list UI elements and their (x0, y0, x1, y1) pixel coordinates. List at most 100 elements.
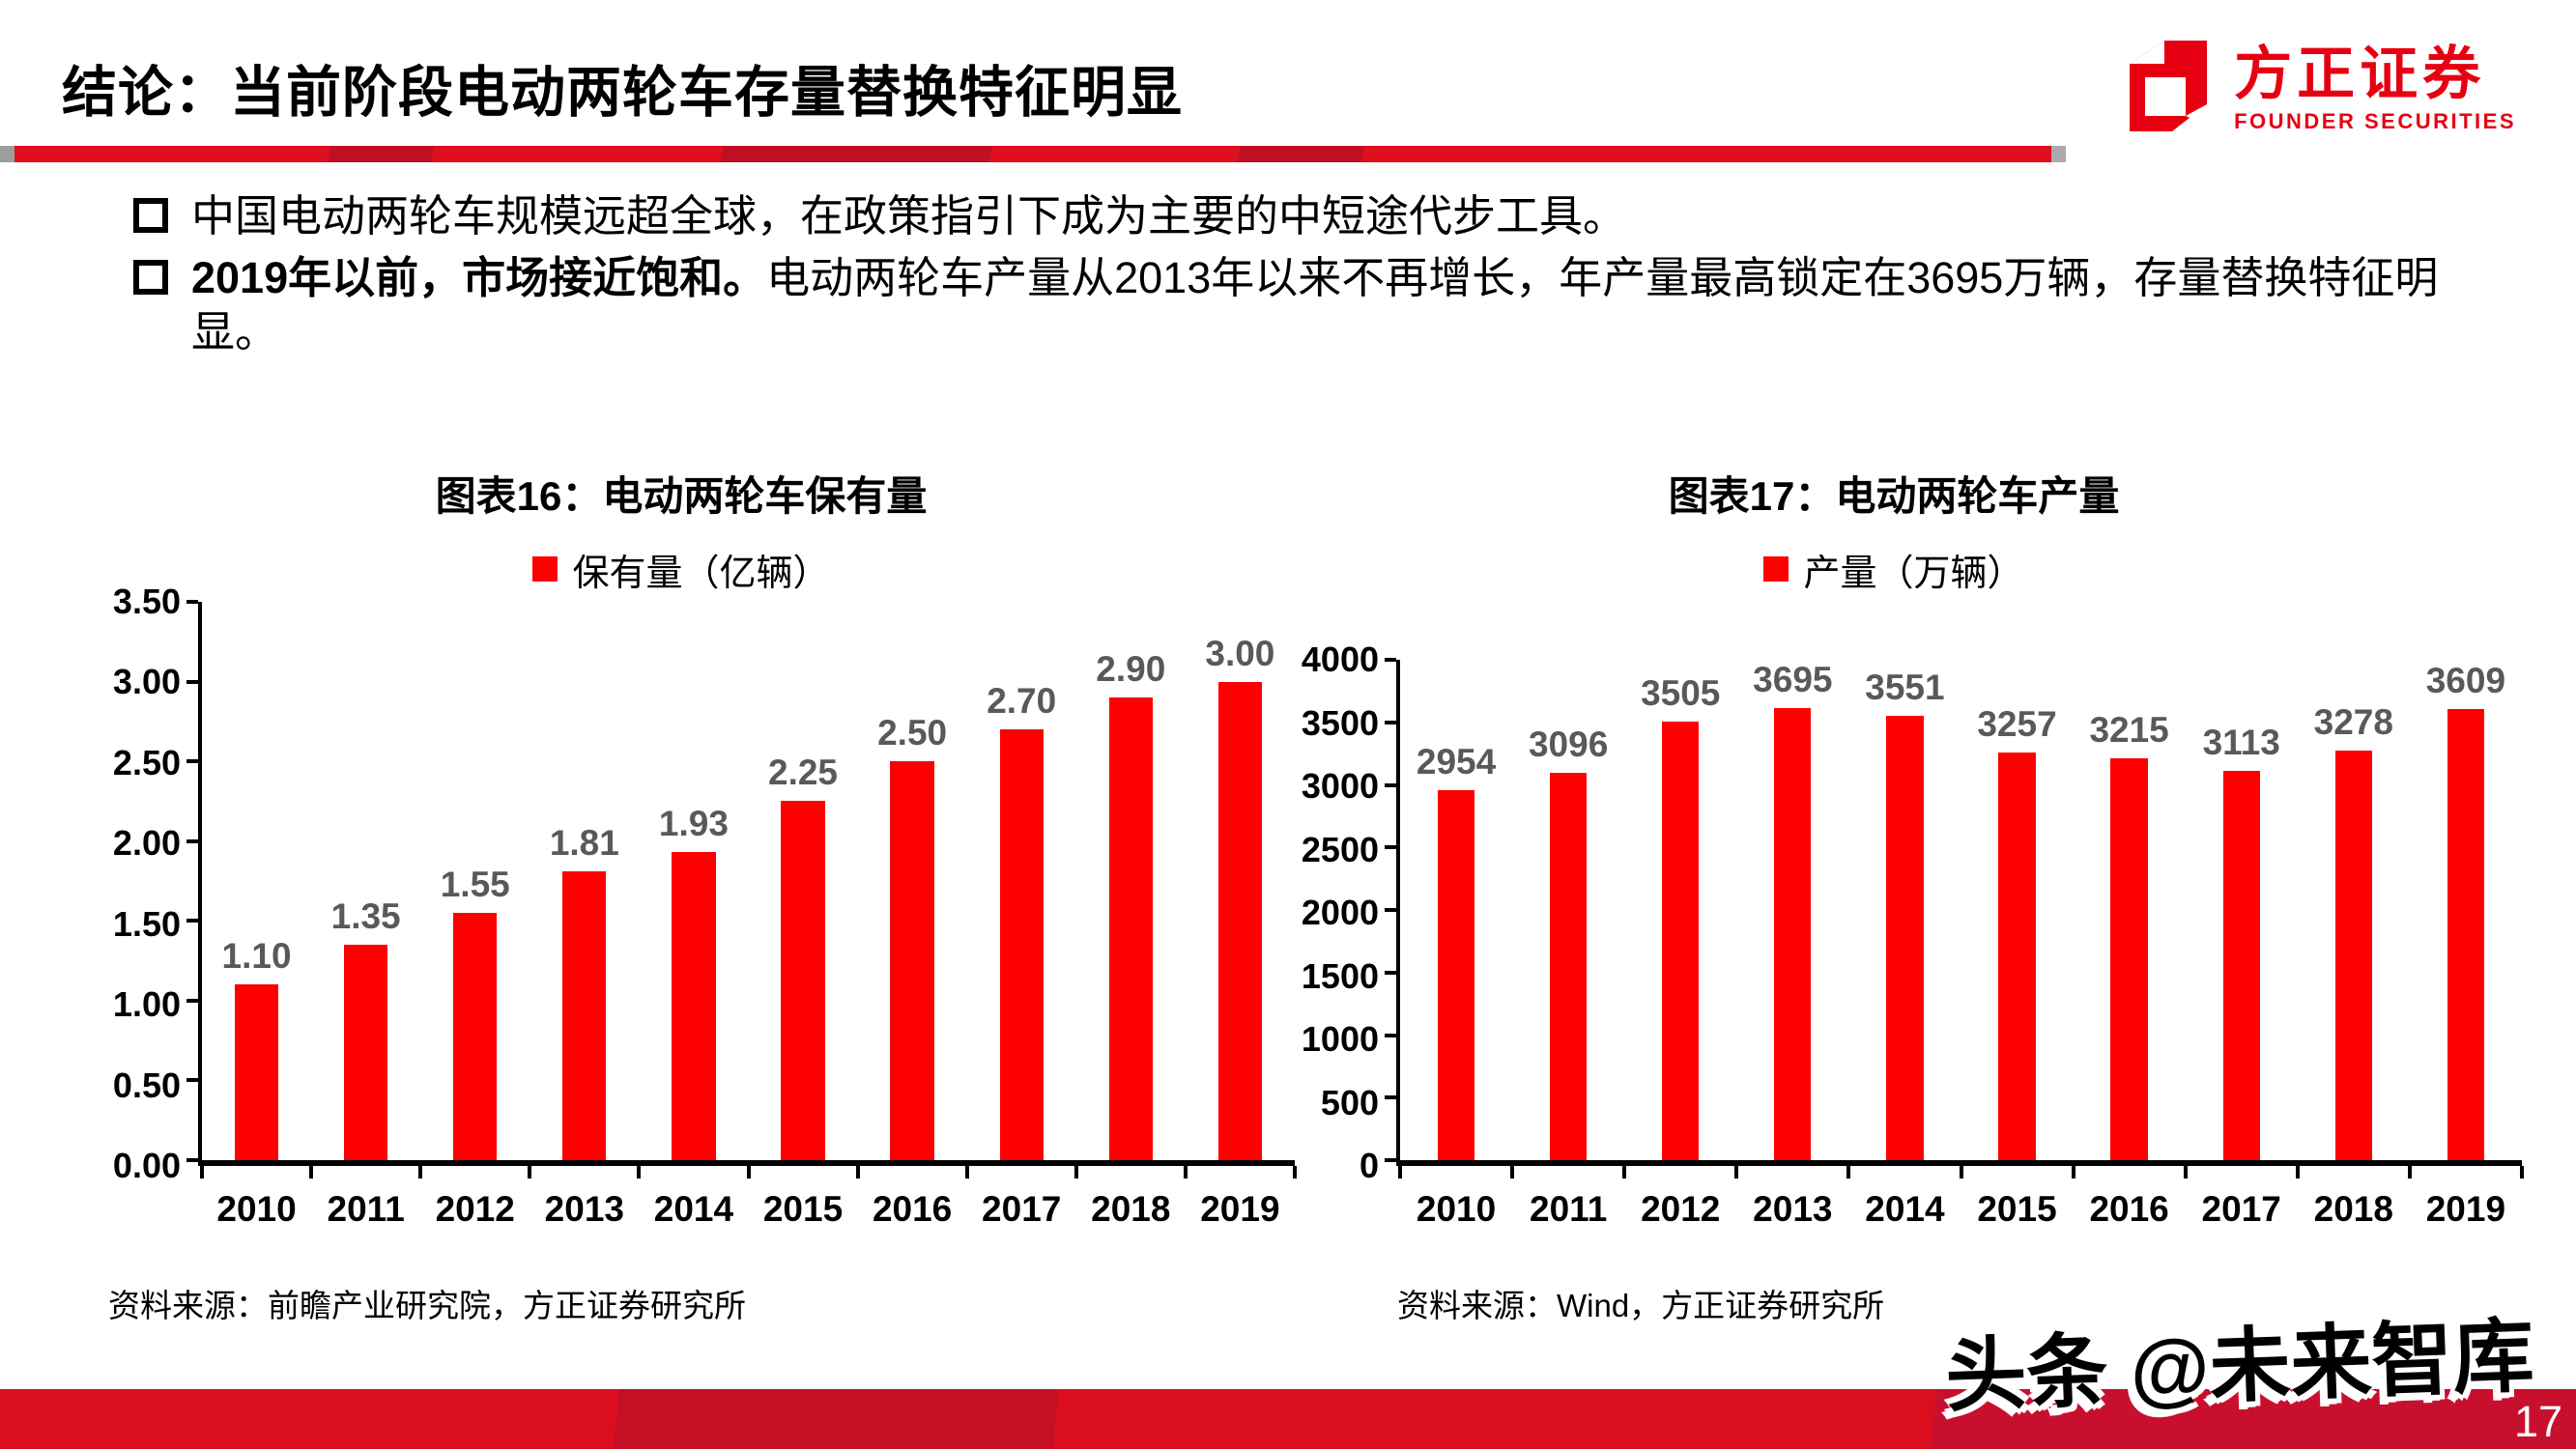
bar-value-label: 2.90 (1096, 649, 1166, 690)
page-title: 结论：当前阶段电动两轮车存量替换特征明显 (62, 62, 1183, 124)
y-tick-label: 3.50 (112, 582, 181, 621)
y-tick-mark (1385, 970, 1396, 975)
x-tick-mark (1734, 1166, 1739, 1179)
y-tick-mark (186, 679, 198, 684)
plot-wrap: 0.00 0.50 1.00 1.50 2.00 2.50 3.00 3.50 1.10 1.3… (68, 582, 1297, 1185)
bullet-text: 中国电动两轮车规模远超全球，在政策指引下成为主要的中短途代步工具。 (191, 189, 1626, 243)
footer-bar (0, 1389, 2576, 1449)
y-tick-mark (186, 998, 198, 1003)
x-tick-label: 2014 (653, 1189, 734, 1229)
bar-slot: 1.35 (311, 602, 420, 1160)
x-tick-label: 2019 (1200, 1189, 1280, 1229)
bar (2447, 708, 2485, 1160)
logo-en-label: FOUNDER SECURITIES (2234, 108, 2516, 133)
y-tick-mark (186, 759, 198, 764)
y-tick-label: 1.50 (112, 903, 181, 944)
x-tick-mark (2407, 1166, 2412, 1179)
x-tick-label: 2010 (1416, 1189, 1497, 1229)
x-tick-label: 2012 (435, 1189, 515, 1229)
bullet-bold: 2019年以前，市场接近饱和。 (191, 252, 767, 302)
bar-slot: 3609 (2410, 660, 2522, 1160)
y-axis: 0.00 0.50 1.00 1.50 2.00 2.50 3.00 3.50 (68, 582, 198, 1185)
legend-swatch (1763, 556, 1789, 582)
bar (1774, 708, 1812, 1160)
chart-ownership: 图表16：电动两轮车保有量 保有量（亿辆） 0.00 0.50 1.00 1.50 2.… (68, 464, 1297, 1326)
x-tick-mark (1510, 1166, 1515, 1179)
bar-slot: 2954 (1400, 660, 1512, 1160)
y-axis: 0 500 1000 1500 2000 2500 3000 3500 4000 (1266, 639, 1396, 1185)
x-tick-label: 2013 (544, 1189, 624, 1229)
list-item: 2019年以前，市场接近饱和。电动两轮车产量从2013年以来不再增长，年产量最高… (133, 251, 2501, 359)
y-tick-mark (186, 1158, 198, 1162)
bullet-plain: 电动两轮车产量从2013年以来不再增长，年产量最高锁定在3695万辆，存量替换特… (191, 252, 2439, 356)
y-tick-mark (1385, 1095, 1396, 1100)
y-tick-mark (1385, 782, 1396, 787)
x-tick-mark (637, 1166, 642, 1179)
plot: 2954 3096 3505 3695 3551 3257 3215 3113 3278 3609 (1385, 658, 2524, 1179)
chart-legend: 保有量（亿辆） (68, 550, 1295, 594)
x-tick-label: 2015 (1977, 1189, 2057, 1229)
bar-value-label: 2.70 (987, 681, 1057, 722)
x-tick-mark (746, 1166, 751, 1179)
page-number: 17 (2513, 1397, 2562, 1446)
bar (999, 729, 1044, 1160)
y-tick-label: 3000 (1301, 766, 1379, 806)
x-tick-label: 2018 (2313, 1189, 2393, 1229)
chart-production: 图表17：电动两轮车产量 产量（万辆） 0 500 1000 1500 2000 2500… (1266, 464, 2524, 1326)
x-tick-label: 2017 (982, 1189, 1062, 1229)
y-tick-label: 2.50 (112, 742, 181, 782)
y-tick-mark (1385, 1158, 1396, 1162)
bar (344, 945, 388, 1160)
x-tick-label: 2014 (1865, 1189, 1945, 1229)
bullet-text: 2019年以前，市场接近饱和。电动两轮车产量从2013年以来不再增长，年产量最高… (191, 251, 2501, 359)
y-tick-mark (1385, 720, 1396, 724)
bar (2334, 750, 2372, 1160)
bar (1108, 697, 1153, 1160)
summary-bullets: 中国电动两轮车规模远超全球，在政策指引下成为主要的中短途代步工具。 2019年以… (133, 189, 2501, 366)
x-tick-label: 2011 (327, 1189, 405, 1229)
x-tick-mark (1959, 1166, 1963, 1179)
bar-slot: 3113 (2186, 660, 2298, 1160)
legend-label: 保有量（亿辆） (572, 553, 830, 594)
y-tick-label: 2500 (1301, 829, 1379, 869)
bar-slot: 1.10 (202, 602, 311, 1160)
bar-slot: 3278 (2298, 660, 2410, 1160)
y-tick-label: 2.00 (112, 823, 181, 864)
x-tick-label: 2016 (872, 1189, 953, 1229)
y-tick-mark (186, 919, 198, 923)
bar-value-label: 3257 (1977, 704, 2057, 745)
bar (890, 761, 934, 1160)
y-tick-label: 4000 (1301, 639, 1379, 679)
bar (1662, 722, 1700, 1160)
legend-swatch (532, 556, 558, 582)
y-tick-mark (1385, 845, 1396, 850)
bar-slot: 3215 (2074, 660, 2186, 1160)
plot: 1.10 1.35 1.55 1.81 1.93 2.25 2.50 2.70 2.90 3.00 (186, 600, 1297, 1179)
x-tick-mark (418, 1166, 423, 1179)
bar-slot: 3096 (1512, 660, 1624, 1160)
x-axis: 2010 2011 2012 2013 2014 2015 2016 2017 2018 2019 (1400, 1189, 2522, 1230)
bar (781, 801, 825, 1160)
bar-slot: 2.70 (967, 602, 1076, 1160)
x-tick-label: 2011 (1530, 1189, 1608, 1229)
plot-wrap: 0 500 1000 1500 2000 2500 3000 3500 4000 2954 309… (1266, 639, 2524, 1185)
x-axis: 2010 2011 2012 2013 2014 2015 2016 2017 2018 2019 (202, 1189, 1295, 1230)
y-tick-label: 3500 (1301, 702, 1379, 743)
y-tick-label: 3.00 (112, 662, 181, 702)
x-tick-mark (964, 1166, 969, 1179)
x-tick-label: 2019 (2425, 1189, 2506, 1229)
x-tick-mark (1622, 1166, 1627, 1179)
x-tick-label: 2010 (216, 1189, 297, 1229)
bar-slot: 2.90 (1076, 602, 1186, 1160)
bar (453, 913, 498, 1160)
bar-slot: 1.81 (530, 602, 639, 1160)
x-tick-mark (1183, 1166, 1188, 1179)
bar-value-label: 3695 (1753, 660, 1833, 699)
logo-text: 方正证券 FOUNDER SECURITIES (2234, 44, 2516, 133)
bar (1549, 773, 1588, 1160)
y-tick-label: 0.50 (112, 1065, 181, 1105)
x-tick-mark (855, 1166, 860, 1179)
square-bullet-icon (133, 259, 168, 295)
x-tick-mark (309, 1166, 314, 1179)
bar-value-label: 2.50 (877, 713, 948, 753)
